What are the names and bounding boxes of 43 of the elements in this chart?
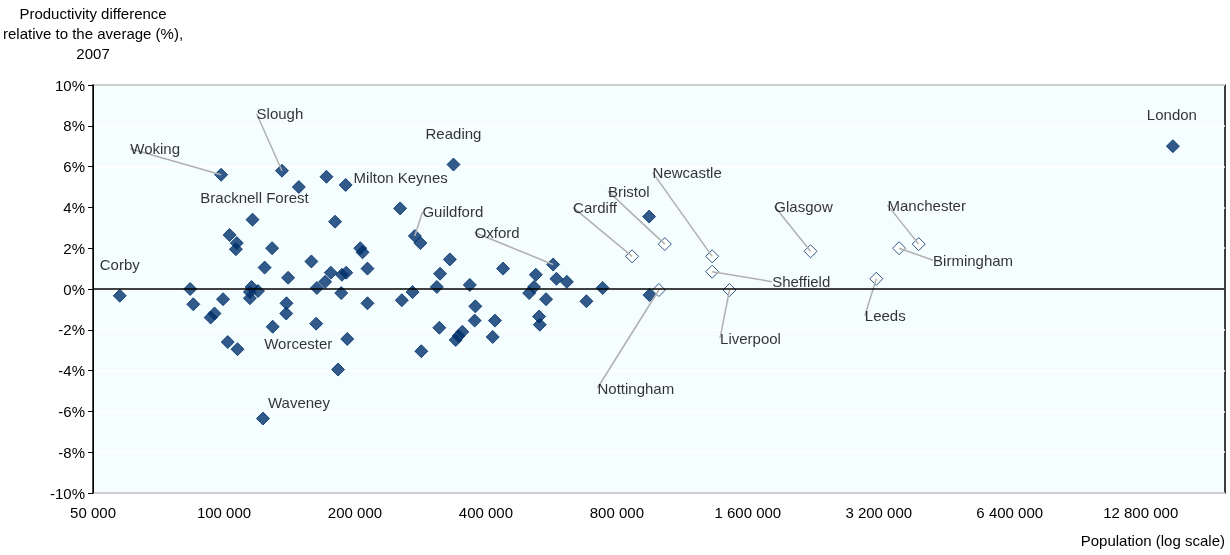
annotation: Bristol <box>607 182 650 200</box>
x-tick-label: 12 800 000 <box>1103 504 1179 521</box>
x-tick-label: 800 000 <box>589 504 644 521</box>
annotation: Woking <box>130 140 181 158</box>
annotation: Leeds <box>864 307 906 325</box>
x-axis-title: Population (log scale) <box>1080 532 1225 549</box>
annotation: Corby <box>99 256 141 274</box>
x-tick-label: 50 000 <box>70 504 116 521</box>
x-tick-label: 400 000 <box>458 504 514 521</box>
annotation: Oxford <box>474 224 520 242</box>
annotation: Milton Keynes <box>353 169 448 187</box>
annotation: Sheffield <box>772 273 831 291</box>
annotation: Bracknell Forest <box>200 189 310 207</box>
annotation: Manchester <box>887 196 966 214</box>
y-tick-label: -10% <box>50 484 86 502</box>
annotation: Glasgow <box>774 197 833 215</box>
y-tick-label: 4% <box>63 198 86 216</box>
x-tick-label: 6 400 000 <box>976 504 1044 521</box>
annotation: Reading <box>425 125 482 143</box>
annotation: London <box>1146 105 1197 123</box>
y-axis-title: Productivity difference relative to the average (%), 2007 <box>3 4 184 62</box>
y-tick-label: -2% <box>58 321 86 339</box>
y-tick-label: 10% <box>55 76 86 94</box>
annotation: Guildford <box>422 203 484 221</box>
y-tick-label: -6% <box>58 402 86 420</box>
annotation: Liverpool <box>720 329 781 347</box>
y-tick-label: 8% <box>63 117 86 135</box>
y-tick-label: -4% <box>58 362 86 380</box>
y-tick-label: 2% <box>63 239 86 257</box>
annotation: Worcester <box>264 335 333 353</box>
annotation: Slough <box>256 105 304 123</box>
x-tick-label: 3 200 000 <box>845 504 913 521</box>
x-tick-label: 100 000 <box>196 504 252 521</box>
annotation: Nottingham <box>597 379 675 397</box>
y-tick-label: -8% <box>58 443 86 461</box>
annotation: Newcastle <box>652 163 722 181</box>
annotation: Waveney <box>267 394 331 412</box>
annotation: Cardiff <box>573 198 618 216</box>
x-tick-label: 1 600 000 <box>714 504 782 521</box>
annotation: Birmingham <box>933 251 1014 269</box>
y-tick-label: 6% <box>63 158 86 176</box>
y-tick-label: 0% <box>63 280 86 298</box>
x-tick-label: 200 000 <box>327 504 383 521</box>
